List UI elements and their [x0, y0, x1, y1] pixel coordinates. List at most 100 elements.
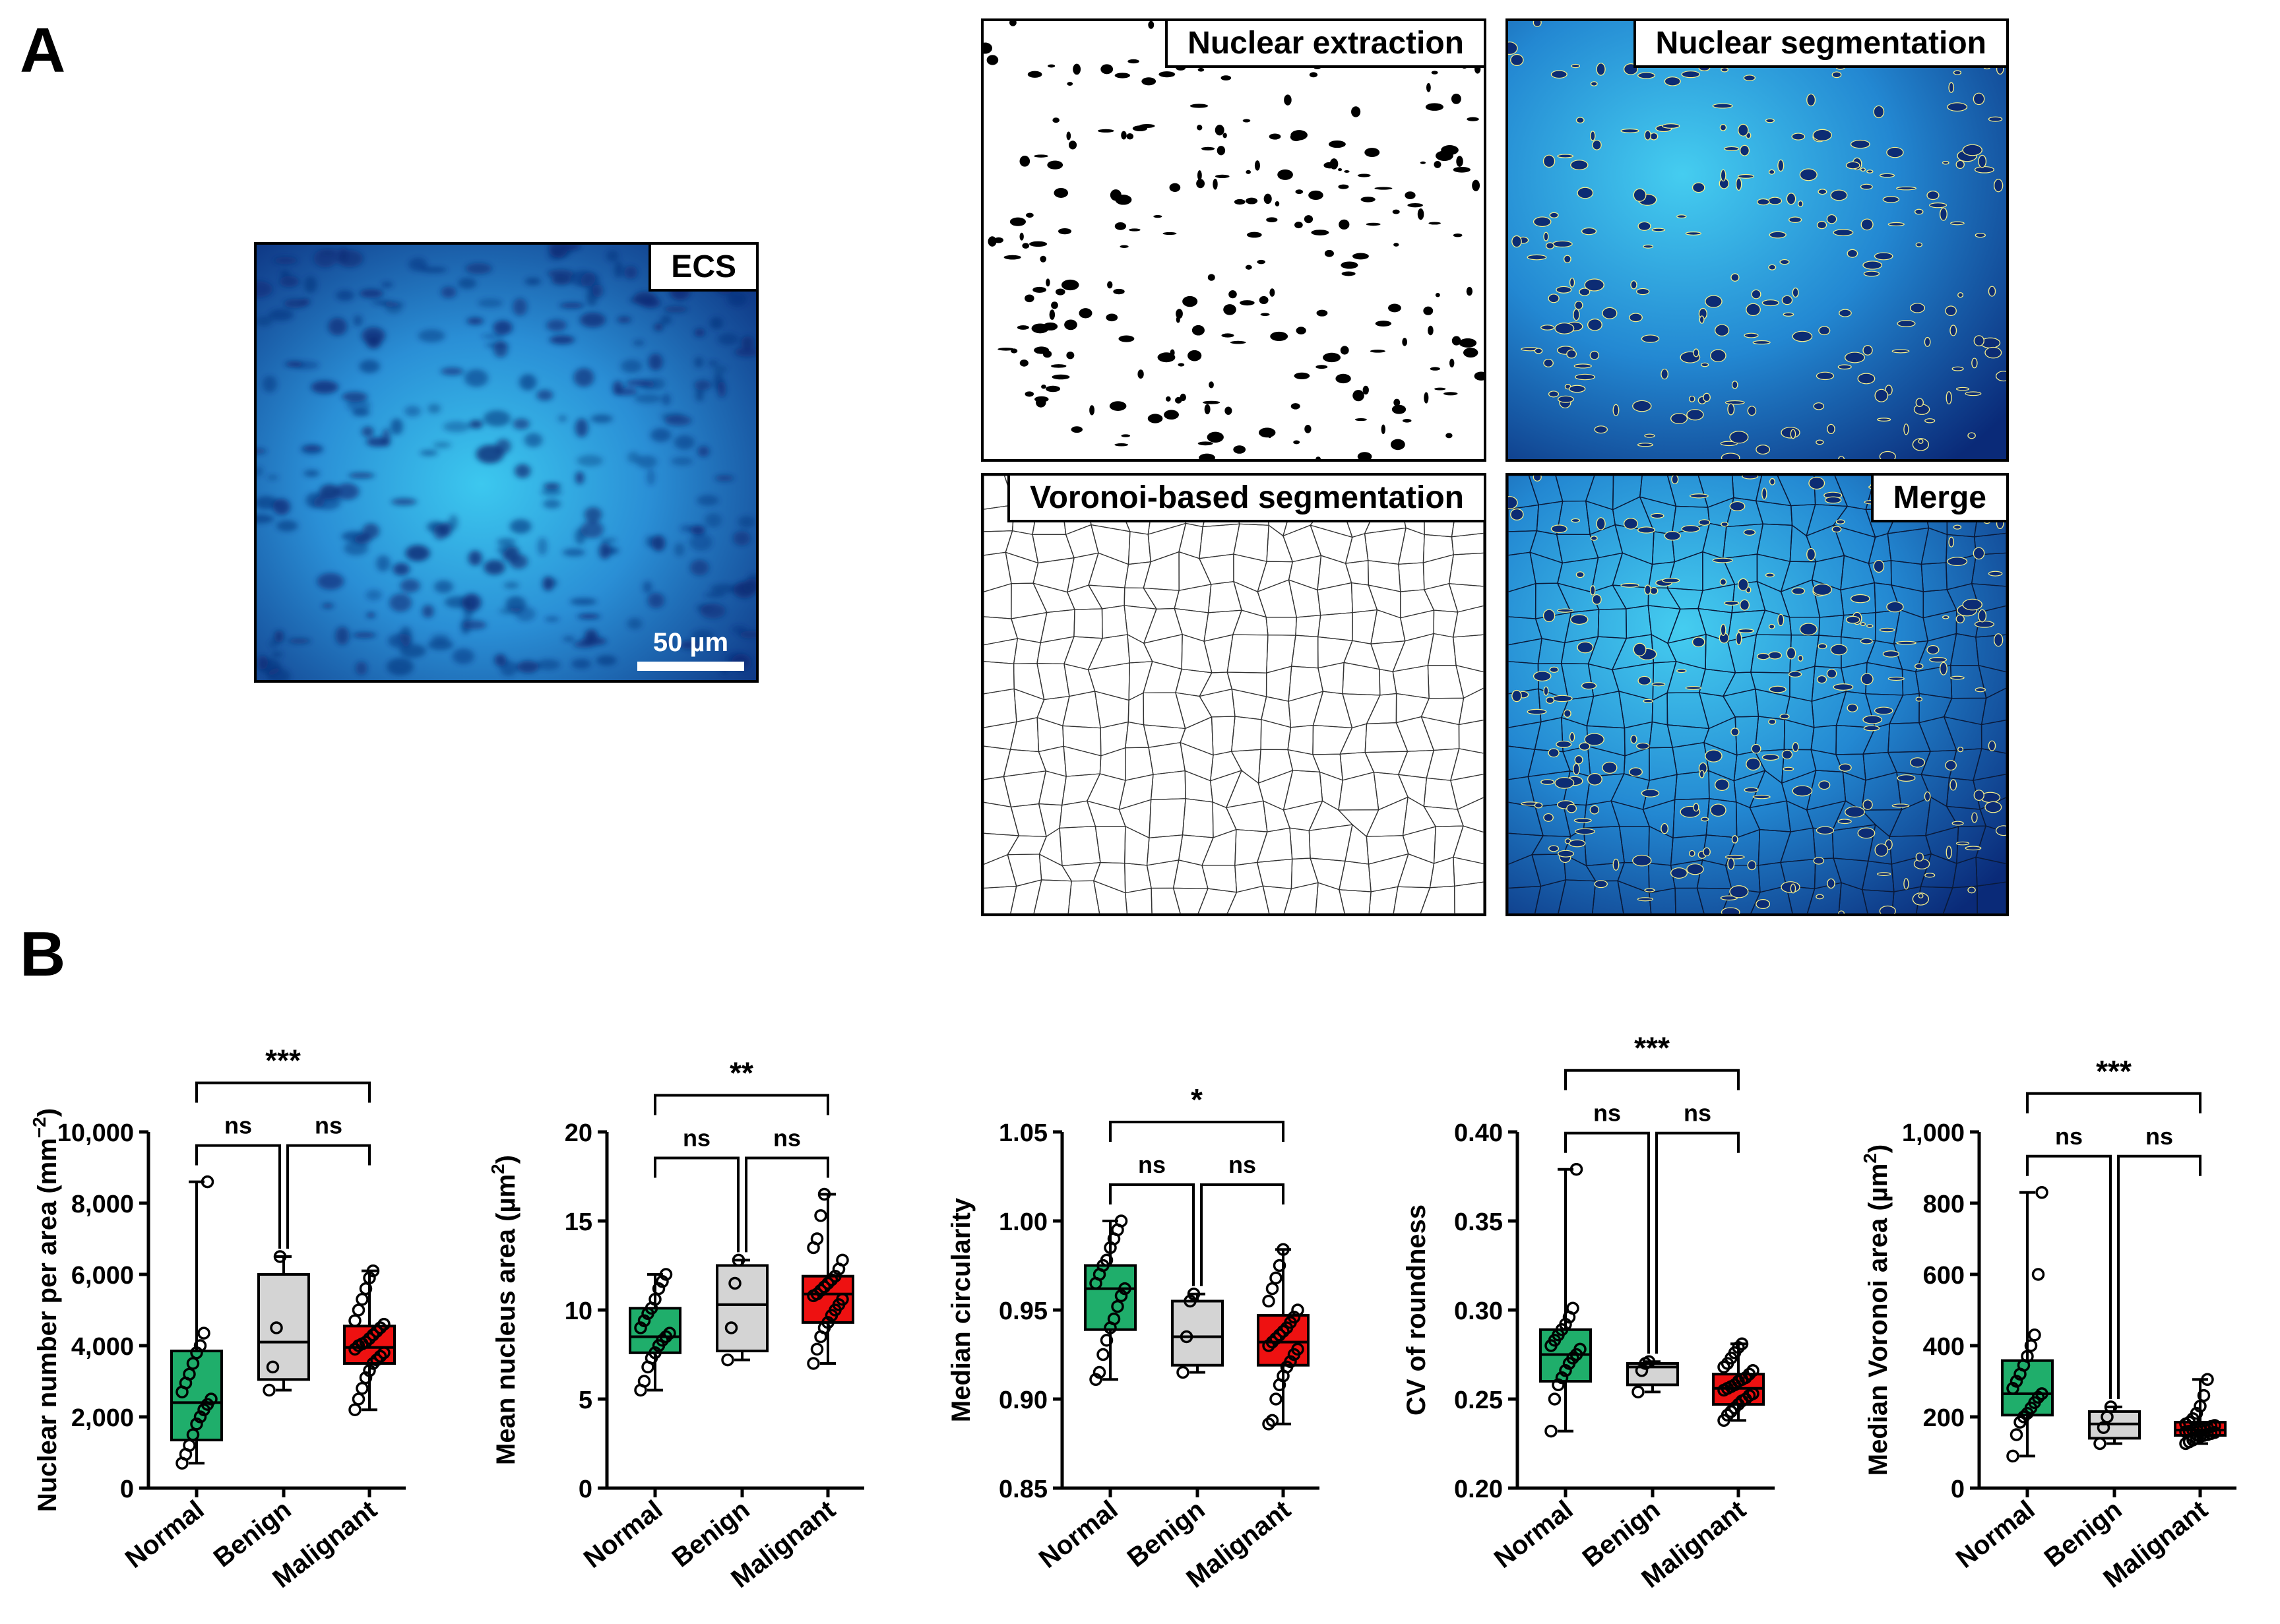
- ecs-nucleus-blob: [645, 535, 656, 547]
- ecs-nucleus-blob: [359, 359, 380, 373]
- ecs-nucleus-blob: [301, 445, 322, 451]
- binary-nucleus: [1224, 406, 1232, 415]
- merged-nucleus-outline: [1873, 559, 1885, 573]
- ecs-nucleus-blob: [662, 393, 671, 406]
- ecs-nucleus-blob: [433, 441, 451, 449]
- voronoi-cell: [1036, 695, 1070, 727]
- ecs-nucleus-blob: [559, 302, 585, 309]
- segmented-nucleus-outline: [1577, 187, 1594, 199]
- merged-nucleus-outline: [1571, 518, 1581, 523]
- binary-nucleus: [1068, 141, 1077, 150]
- binary-nucleus: [1089, 405, 1095, 416]
- merged-nucleus-outline: [1929, 657, 1948, 663]
- data-point-normal: [190, 1346, 203, 1359]
- data-point-normal: [1096, 1348, 1110, 1361]
- ecs-nucleus-blob: [476, 445, 504, 464]
- voronoi-cell: [1172, 887, 1209, 914]
- segmented-nucleus-outline: [1573, 363, 1592, 369]
- merged-nucleus-outline: [1847, 703, 1858, 712]
- merged-nucleus-outline: [1788, 671, 1802, 677]
- voronoi-cell: [1558, 879, 1597, 914]
- binary-nucleus: [1141, 77, 1156, 86]
- ecs-nucleus-blob: [674, 542, 685, 557]
- segmented-nucleus-outline: [1574, 301, 1583, 310]
- binary-nucleus: [1431, 71, 1438, 75]
- ecs-nucleus-blob: [431, 633, 450, 642]
- chart-median-voronoi-area: 0 200 400 600 800 1,000 Median Voronoi area (µ…: [1857, 950, 2279, 1616]
- segmented-nucleus-outline: [1951, 366, 1964, 371]
- segmented-nucleus-outline: [1703, 392, 1711, 402]
- significance-label-left: ns: [1138, 1151, 1166, 1178]
- ecs-nucleus-blob: [549, 335, 575, 345]
- binary-nucleus: [1240, 300, 1255, 306]
- data-point-malignant: [1717, 1360, 1730, 1374]
- data-point-normal: [205, 1392, 218, 1406]
- voronoi-cell: [1038, 853, 1073, 882]
- voronoi-cell: [1232, 609, 1269, 636]
- merged-nucleus-outline: [1915, 852, 1924, 861]
- binary-nucleus: [1393, 398, 1401, 406]
- voronoi-cell: [1288, 555, 1322, 591]
- binary-nucleus: [1451, 336, 1461, 346]
- binary-nucleus: [1426, 82, 1431, 92]
- binary-nucleus: [1309, 72, 1318, 78]
- data-point-malignant: [1262, 1294, 1275, 1308]
- merged-nucleus-outline: [1742, 476, 1759, 480]
- voronoi-cell: [1124, 825, 1150, 866]
- merged-nucleus-outline: [1924, 873, 1936, 878]
- ecs-nucleus-blob: [503, 581, 519, 590]
- voronoi-cell: [1094, 826, 1126, 864]
- merged-nucleus-outline: [1783, 766, 1794, 771]
- ecs-nucleus-blob: [441, 367, 464, 376]
- binary-nucleus: [1357, 452, 1372, 459]
- segmented-nucleus-outline: [1879, 173, 1895, 178]
- merged-nucleus-outline: [1549, 666, 1559, 673]
- merged-nucleus-outline: [1768, 623, 1775, 629]
- binary-nucleus: [1147, 414, 1163, 423]
- voronoi-cell: [1392, 665, 1430, 699]
- voronoi-cell: [1312, 753, 1343, 781]
- binary-nucleus: [1066, 351, 1075, 359]
- ecs-nucleus-blob: [648, 353, 663, 371]
- voronoi-cell: [1750, 885, 1793, 914]
- data-point-malignant: [810, 1342, 824, 1356]
- ecs-nucleus-blob: [558, 415, 567, 422]
- ecs-nucleus-blob: [562, 245, 581, 251]
- binary-nucleus: [1025, 391, 1034, 397]
- binary-nucleus: [1344, 170, 1350, 173]
- binary-nucleus: [1441, 145, 1459, 156]
- binary-nucleus: [1046, 385, 1061, 392]
- y-axis-label: Nuclear number per area (mm−2): [29, 1108, 62, 1512]
- segmented-nucleus-outline: [1540, 325, 1555, 330]
- binary-nucleus: [1259, 296, 1269, 305]
- binary-nucleus: [1017, 325, 1029, 330]
- data-point-malignant: [1728, 1401, 1742, 1415]
- voronoi-cell: [1458, 687, 1484, 726]
- binary-nucleus: [1051, 301, 1058, 309]
- data-point-malignant: [366, 1357, 380, 1370]
- data-point-normal: [2010, 1375, 2023, 1388]
- binary-nucleus: [1284, 94, 1292, 106]
- ecs-nucleus-blob: [381, 428, 391, 447]
- binary-nucleus: [1050, 364, 1067, 368]
- ecs-nucleus-blob: [317, 573, 344, 590]
- voronoi-cell: [984, 616, 1019, 646]
- data-point-malignant: [807, 1357, 820, 1370]
- y-axis-label: Median Voronoi area (µm2): [1860, 1144, 1893, 1476]
- ecs-nucleus-blob: [391, 498, 417, 506]
- y-axis-label-tail: ): [491, 1155, 521, 1164]
- binary-nucleus: [1203, 400, 1220, 404]
- data-point-normal: [637, 1375, 651, 1388]
- segmented-nucleus-outline: [1912, 438, 1930, 451]
- ecs-nucleus-blob: [647, 592, 665, 609]
- ecs-nucleus-blob: [575, 418, 588, 438]
- data-point-benign: [724, 1321, 738, 1334]
- y-tick-label: 0.30: [1454, 1297, 1503, 1325]
- data-point-normal: [652, 1282, 666, 1296]
- merged-nucleus-outline: [1569, 732, 1575, 742]
- segmented-nucleus-outline: [1756, 198, 1770, 206]
- voronoi-cell: [1942, 885, 1978, 914]
- ecs-nucleus-blob: [267, 474, 278, 480]
- ecs-nucleus-blob: [376, 555, 391, 572]
- data-point-normal: [193, 1410, 207, 1423]
